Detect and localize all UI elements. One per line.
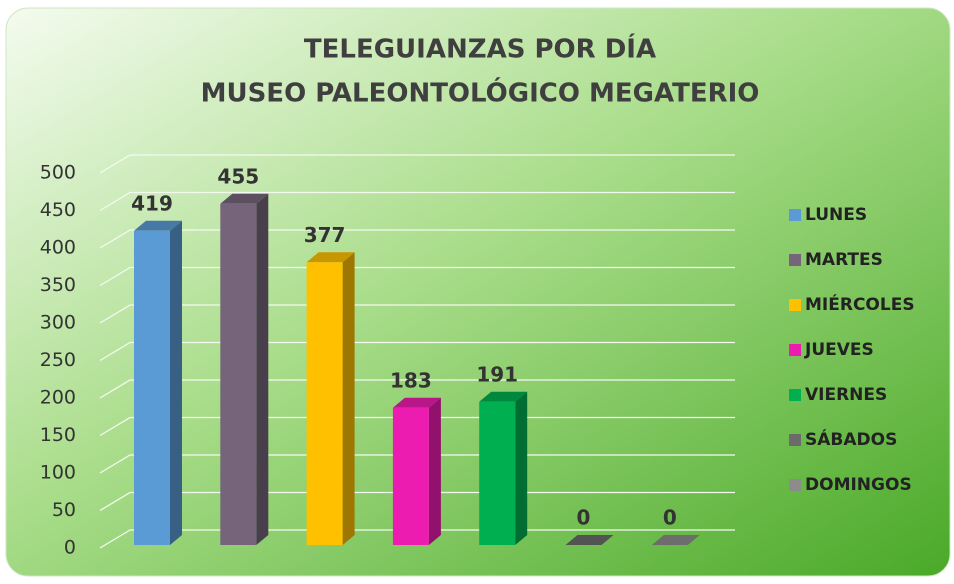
grid-line xyxy=(99,266,735,287)
bar xyxy=(479,401,516,545)
grid-line xyxy=(99,304,735,324)
bar-top xyxy=(651,535,700,545)
value-label: 419 xyxy=(131,191,173,215)
y-tick-label: 250 xyxy=(40,349,76,371)
grid-line xyxy=(99,416,735,437)
legend-label: MARTES xyxy=(805,250,883,270)
chart-title: MUSEO PALEONTOLÓGICO MEGATERIO xyxy=(201,77,760,109)
value-label: 455 xyxy=(217,164,259,188)
legend-swatch xyxy=(789,254,801,266)
bar-top xyxy=(392,397,441,408)
bar-top xyxy=(306,252,355,263)
y-tick-label: 0 xyxy=(64,537,76,559)
bar-top xyxy=(220,193,269,204)
bar-top xyxy=(134,220,182,231)
grid-line xyxy=(99,454,735,474)
legend-label: SÁBADOS xyxy=(805,428,897,450)
y-tick-label: 500 xyxy=(40,162,76,184)
legend-label: VIERNES xyxy=(805,385,887,405)
grid-line xyxy=(99,491,735,512)
legend-swatch xyxy=(789,434,801,446)
grid-line xyxy=(99,529,735,549)
bar-side xyxy=(256,193,269,545)
bar xyxy=(134,230,170,545)
grid-line xyxy=(99,154,735,174)
legend-swatch xyxy=(789,344,801,356)
legend-swatch xyxy=(789,299,801,311)
bar-side xyxy=(515,391,528,545)
y-tick-label: 200 xyxy=(40,387,76,409)
bar-side xyxy=(170,220,182,545)
legend-label: MIÉRCOLES xyxy=(805,293,915,315)
grid-line xyxy=(99,229,735,249)
bar xyxy=(392,407,429,545)
y-tick-label: 50 xyxy=(52,499,76,521)
bar-top xyxy=(565,535,614,545)
value-label: 191 xyxy=(476,362,518,386)
y-tick-label: 150 xyxy=(40,424,76,446)
legend-swatch xyxy=(789,209,801,221)
value-label: 183 xyxy=(390,368,432,392)
y-tick-label: 300 xyxy=(40,312,76,334)
value-label: 0 xyxy=(577,506,591,530)
bar-top xyxy=(479,391,528,402)
legend-swatch xyxy=(789,479,801,491)
chart-title: TELEGUIANZAS POR DÍA xyxy=(304,33,656,65)
legend-swatch xyxy=(789,389,801,401)
y-tick-label: 350 xyxy=(40,274,76,296)
legend-label: JUEVES xyxy=(804,340,874,360)
bar-side xyxy=(428,397,441,545)
bar xyxy=(220,203,257,545)
bar xyxy=(306,262,343,545)
bar-side xyxy=(342,252,355,545)
grid-line xyxy=(99,191,735,212)
legend-label: DOMINGOS xyxy=(805,475,912,495)
y-tick-label: 450 xyxy=(40,199,76,221)
y-tick-label: 100 xyxy=(40,462,76,484)
legend-label: LUNES xyxy=(805,205,867,225)
grid-line xyxy=(99,341,735,362)
value-label: 0 xyxy=(663,506,677,530)
y-tick-label: 400 xyxy=(40,237,76,259)
value-label: 377 xyxy=(304,223,346,247)
grid-line xyxy=(99,379,735,399)
